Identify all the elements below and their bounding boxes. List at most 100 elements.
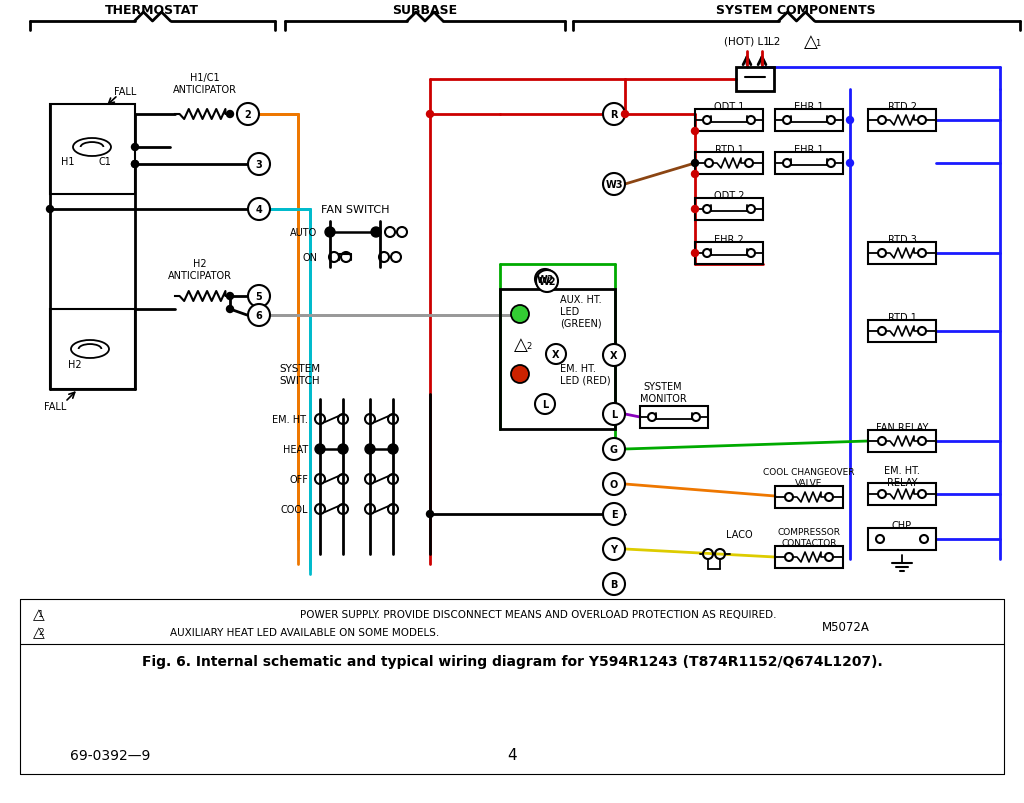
Bar bbox=[50, 310, 135, 389]
Circle shape bbox=[878, 328, 886, 336]
Circle shape bbox=[878, 491, 886, 499]
Text: FALL: FALL bbox=[114, 87, 136, 97]
Text: 4: 4 bbox=[256, 205, 262, 214]
Text: H1/C1
ANTICIPATOR: H1/C1 ANTICIPATOR bbox=[173, 73, 237, 95]
Circle shape bbox=[691, 206, 698, 214]
Circle shape bbox=[511, 306, 529, 324]
Circle shape bbox=[427, 511, 433, 518]
Text: 1: 1 bbox=[815, 39, 820, 47]
Bar bbox=[736, 68, 774, 92]
Circle shape bbox=[746, 206, 755, 214]
Bar bbox=[640, 406, 708, 429]
Text: $\triangle$: $\triangle$ bbox=[510, 336, 529, 353]
Bar bbox=[868, 528, 936, 550]
Circle shape bbox=[603, 503, 625, 525]
Text: SYSTEM
MONITOR: SYSTEM MONITOR bbox=[640, 381, 686, 403]
Circle shape bbox=[785, 493, 793, 501]
Text: $\triangle$: $\triangle$ bbox=[801, 33, 819, 51]
Bar bbox=[695, 243, 763, 265]
Circle shape bbox=[825, 553, 833, 561]
Circle shape bbox=[783, 117, 791, 124]
Circle shape bbox=[703, 206, 711, 214]
Circle shape bbox=[703, 250, 711, 258]
Circle shape bbox=[248, 304, 270, 327]
Circle shape bbox=[920, 536, 928, 544]
Circle shape bbox=[131, 161, 138, 169]
Circle shape bbox=[237, 104, 259, 126]
Text: RTD 3: RTD 3 bbox=[888, 234, 916, 245]
Circle shape bbox=[648, 414, 656, 422]
Text: POWER SUPPLY. PROVIDE DISCONNECT MEANS AND OVERLOAD PROTECTION AS REQUIRED.: POWER SUPPLY. PROVIDE DISCONNECT MEANS A… bbox=[300, 609, 776, 619]
Circle shape bbox=[248, 286, 270, 308]
Circle shape bbox=[745, 160, 753, 168]
Text: FAN RELAY: FAN RELAY bbox=[876, 422, 928, 433]
Circle shape bbox=[226, 293, 233, 300]
Text: ODT 2: ODT 2 bbox=[714, 191, 744, 201]
Text: L2: L2 bbox=[768, 37, 780, 47]
Circle shape bbox=[315, 444, 325, 454]
Text: W2: W2 bbox=[539, 277, 556, 287]
Circle shape bbox=[46, 206, 53, 214]
Bar bbox=[500, 290, 615, 430]
Circle shape bbox=[622, 112, 629, 118]
Bar bbox=[775, 487, 843, 508]
Text: AUX. HT.
LED
(GREEN): AUX. HT. LED (GREEN) bbox=[560, 295, 602, 328]
Text: OFF: OFF bbox=[289, 475, 308, 484]
Text: RTD 1: RTD 1 bbox=[888, 312, 916, 323]
Circle shape bbox=[876, 536, 884, 544]
Circle shape bbox=[918, 491, 926, 499]
Circle shape bbox=[703, 117, 711, 124]
Circle shape bbox=[603, 344, 625, 366]
Text: ON: ON bbox=[302, 253, 317, 263]
Bar bbox=[775, 153, 843, 175]
Text: CHP: CHP bbox=[892, 520, 912, 530]
Circle shape bbox=[603, 104, 625, 126]
Bar bbox=[775, 546, 843, 569]
Text: O: O bbox=[610, 479, 618, 489]
Circle shape bbox=[746, 117, 755, 124]
Circle shape bbox=[603, 438, 625, 460]
Text: (HOT) L1: (HOT) L1 bbox=[724, 37, 770, 47]
Bar bbox=[868, 430, 936, 452]
Circle shape bbox=[131, 145, 138, 151]
Circle shape bbox=[338, 444, 348, 454]
Text: SYSTEM COMPONENTS: SYSTEM COMPONENTS bbox=[716, 3, 876, 17]
Text: B: B bbox=[610, 579, 617, 589]
Circle shape bbox=[918, 328, 926, 336]
Circle shape bbox=[847, 161, 853, 167]
Circle shape bbox=[878, 117, 886, 124]
Text: Y: Y bbox=[610, 544, 617, 554]
Text: M5072A: M5072A bbox=[822, 621, 870, 634]
Text: COOL: COOL bbox=[281, 504, 308, 515]
Circle shape bbox=[427, 112, 433, 118]
Circle shape bbox=[546, 344, 566, 365]
Circle shape bbox=[226, 306, 233, 313]
Text: 4: 4 bbox=[507, 748, 517, 763]
Text: 2: 2 bbox=[38, 628, 44, 637]
Circle shape bbox=[918, 117, 926, 124]
Text: X: X bbox=[552, 349, 560, 360]
Text: 2: 2 bbox=[526, 342, 531, 351]
Bar bbox=[695, 199, 763, 221]
Circle shape bbox=[603, 474, 625, 495]
Text: H2: H2 bbox=[69, 360, 82, 369]
Circle shape bbox=[691, 171, 698, 178]
Text: 6: 6 bbox=[256, 311, 262, 320]
Text: SUBBASE: SUBBASE bbox=[392, 3, 458, 17]
Circle shape bbox=[371, 228, 381, 238]
Circle shape bbox=[746, 250, 755, 258]
Circle shape bbox=[536, 271, 558, 292]
Circle shape bbox=[603, 538, 625, 560]
Text: SYSTEM
SWITCH: SYSTEM SWITCH bbox=[280, 364, 321, 385]
Text: EM. HT.
RELAY: EM. HT. RELAY bbox=[884, 466, 920, 487]
Circle shape bbox=[603, 573, 625, 595]
Circle shape bbox=[878, 250, 886, 258]
Text: COMPRESSOR
CONTACTOR: COMPRESSOR CONTACTOR bbox=[777, 528, 841, 547]
Text: G: G bbox=[610, 444, 618, 454]
Circle shape bbox=[691, 251, 698, 257]
Text: HEAT: HEAT bbox=[283, 444, 308, 454]
Text: W3: W3 bbox=[605, 180, 623, 190]
Circle shape bbox=[783, 160, 791, 168]
Bar bbox=[868, 110, 936, 132]
Text: EHR 2: EHR 2 bbox=[714, 234, 743, 245]
